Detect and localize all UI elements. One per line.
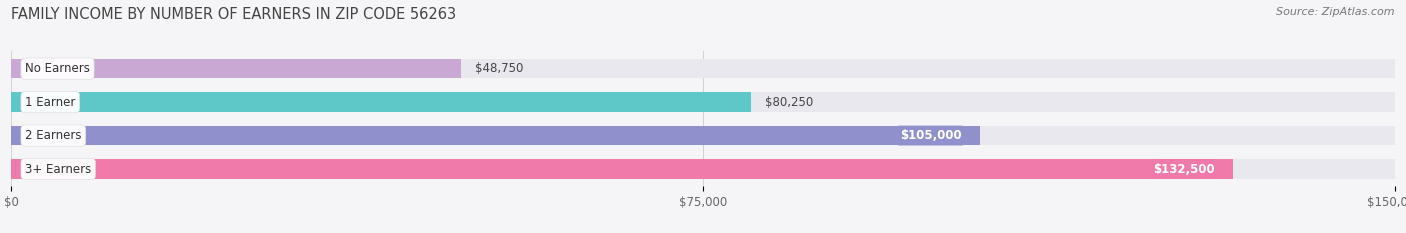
Bar <box>11 126 980 145</box>
Text: $48,750: $48,750 <box>475 62 523 75</box>
Text: FAMILY INCOME BY NUMBER OF EARNERS IN ZIP CODE 56263: FAMILY INCOME BY NUMBER OF EARNERS IN ZI… <box>11 7 457 22</box>
Bar <box>11 159 1233 179</box>
Text: No Earners: No Earners <box>25 62 90 75</box>
Text: $80,250: $80,250 <box>765 96 814 109</box>
Bar <box>11 59 1395 78</box>
Text: Source: ZipAtlas.com: Source: ZipAtlas.com <box>1277 7 1395 17</box>
Text: 3+ Earners: 3+ Earners <box>25 162 91 175</box>
Bar <box>11 93 1395 112</box>
Bar <box>11 59 461 78</box>
Text: 1 Earner: 1 Earner <box>25 96 76 109</box>
Bar <box>11 126 1395 145</box>
Bar <box>11 93 751 112</box>
Text: $105,000: $105,000 <box>900 129 962 142</box>
Text: $132,500: $132,500 <box>1153 162 1215 175</box>
Bar <box>11 159 1395 179</box>
Text: 2 Earners: 2 Earners <box>25 129 82 142</box>
